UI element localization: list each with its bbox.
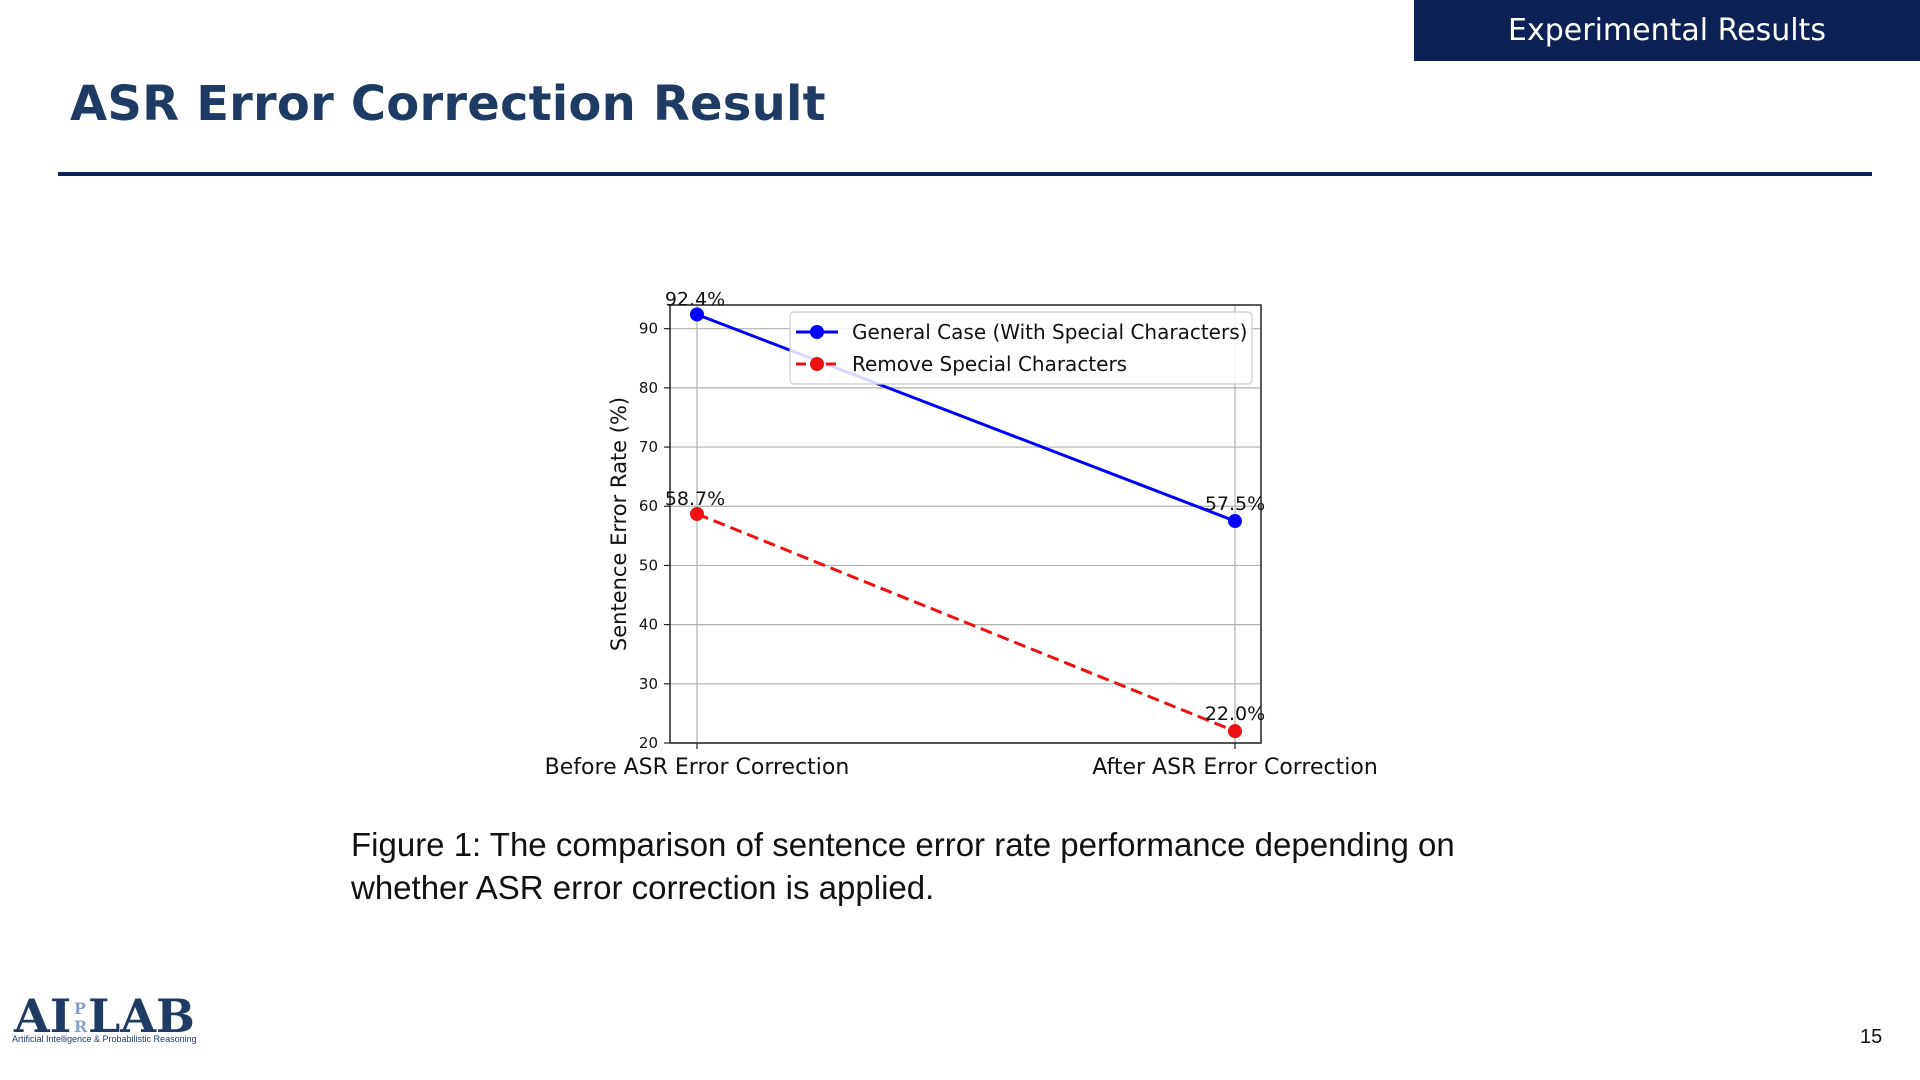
caption-line-2: whether ASR error correction is applied.	[351, 869, 935, 906]
data-point	[1228, 724, 1242, 739]
legend-swatch-marker	[810, 357, 824, 371]
plot-frame	[669, 304, 1262, 744]
data-point	[690, 506, 704, 521]
data-point	[690, 307, 704, 322]
ytick-label: 20	[639, 734, 658, 752]
title-divider	[58, 172, 1872, 176]
xtick-label: After ASR Error Correction	[1092, 755, 1378, 780]
chart-axes: 20 30 40 50 60 70 80 90 Before ASR Error Correct…	[545, 320, 1378, 780]
ailab-logo: AI P R LAB Artificial Intelligence & Pro…	[12, 989, 212, 1048]
ytick-label: 90	[639, 320, 658, 338]
series-line-1	[696, 512, 1236, 733]
ytick-label: 60	[639, 497, 658, 515]
series-line-0	[696, 313, 1236, 523]
logo-subtitle: Artificial Intelligence & Probabilistic …	[12, 1034, 197, 1044]
svg-text:R: R	[74, 1017, 88, 1036]
data-label: 92.4%	[665, 288, 725, 310]
ytick-label: 80	[639, 379, 658, 397]
data-label: 58.7%	[665, 488, 725, 510]
data-label: 22.0%	[1205, 703, 1265, 725]
page-number: 15	[1860, 1026, 1883, 1048]
legend-label: Remove Special Characters	[852, 352, 1127, 376]
legend-label: General Case (With Special Characters)	[852, 320, 1247, 344]
chart-legend: General Case (With Special Characters) Re…	[789, 311, 1253, 385]
caption-line-1: Figure 1: The comparison of sentence err…	[351, 826, 1455, 863]
data-label: 57.5%	[1205, 493, 1265, 515]
ytick-label: 70	[639, 438, 658, 456]
svg-text:P: P	[74, 999, 86, 1018]
chart-series: 92.4% 57.5% 58.7% 22.0%	[665, 288, 1265, 739]
figure-caption: Figure 1: The comparison of sentence err…	[351, 823, 1611, 909]
svg-text:LAB: LAB	[88, 992, 195, 1036]
slide-title: ASR Error Correction Result	[70, 76, 826, 132]
xtick-label: Before ASR Error Correction	[545, 755, 850, 780]
data-point	[1228, 514, 1242, 529]
section-badge: Experimental Results	[1414, 0, 1920, 61]
legend-box	[789, 311, 1253, 385]
ytick-label: 30	[639, 675, 658, 693]
logo-mark: AI P R LAB	[13, 989, 195, 1043]
section-label: Experimental Results	[1508, 13, 1826, 48]
ytick-label: 40	[639, 616, 658, 634]
y-axis-label: Sentence Error Rate (%)	[607, 397, 631, 651]
legend-swatch-marker	[810, 325, 824, 339]
line-chart: 20 30 40 50 60 70 80 90 Before ASR Error Correct…	[545, 288, 1378, 780]
svg-text:AI: AI	[13, 992, 71, 1036]
ytick-label: 50	[639, 556, 658, 574]
